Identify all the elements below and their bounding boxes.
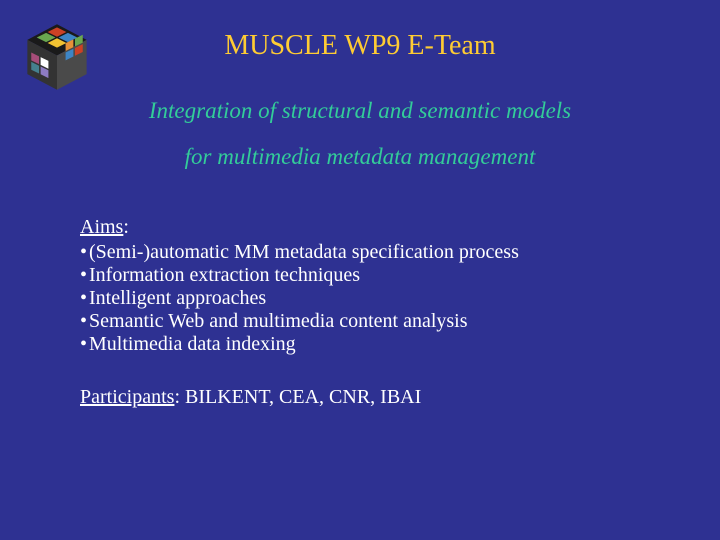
slide-subtitle: Integration of structural and semantic m… bbox=[0, 88, 720, 180]
subtitle-line2: for multimedia metadata management bbox=[185, 144, 536, 169]
subtitle-line1: Integration of structural and semantic m… bbox=[149, 98, 571, 123]
aims-list: (Semi-)automatic MM metadata specificati… bbox=[80, 241, 660, 356]
aims-colon: : bbox=[123, 216, 129, 238]
list-item: (Semi-)automatic MM metadata specificati… bbox=[80, 241, 660, 264]
aims-heading: Aims bbox=[80, 216, 123, 238]
aims-block: Aims: (Semi-)automatic MM metadata speci… bbox=[80, 216, 660, 356]
list-item: Information extraction techniques bbox=[80, 264, 660, 287]
list-item: Semantic Web and multimedia content anal… bbox=[80, 310, 660, 333]
participants-value: : BILKENT, CEA, CNR, IBAI bbox=[174, 386, 421, 408]
participants-heading: Participants bbox=[80, 386, 174, 408]
participants-block: Participants: BILKENT, CEA, CNR, IBAI bbox=[80, 386, 660, 409]
list-item: Intelligent approaches bbox=[80, 287, 660, 310]
list-item: Multimedia data indexing bbox=[80, 333, 660, 356]
slide-title: MUSCLE WP9 E-Team bbox=[0, 30, 720, 62]
slide-body: Aims: (Semi-)automatic MM metadata speci… bbox=[80, 216, 660, 409]
